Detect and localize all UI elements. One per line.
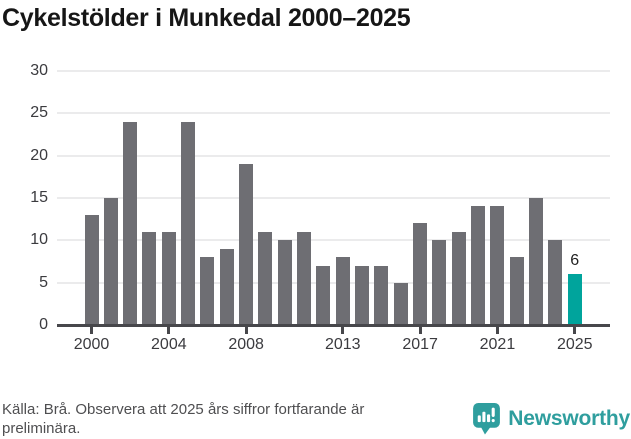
bar-chart: 0 5 10 15 20 25 30 2000 2004 2008 2013 2017 2021 2025… bbox=[30, 62, 610, 353]
x-tick-label: 2013 bbox=[324, 336, 361, 353]
gridline bbox=[57, 281, 610, 284]
bar bbox=[181, 121, 196, 325]
x-axis-tick bbox=[90, 327, 93, 334]
bar bbox=[451, 231, 466, 325]
bar bbox=[161, 231, 176, 325]
x-tick-label: 2000 bbox=[73, 336, 110, 353]
bar bbox=[239, 164, 254, 325]
chart-title: Cykelstölder i Munkedal 2000–2025 bbox=[2, 4, 411, 32]
bar bbox=[529, 198, 544, 325]
bar bbox=[84, 214, 99, 325]
bar bbox=[548, 240, 563, 325]
x-axis-tick bbox=[244, 327, 248, 334]
y-tick-label: 25 bbox=[30, 104, 48, 122]
bar-value-label: 6 bbox=[570, 252, 580, 270]
bar bbox=[335, 257, 350, 325]
brand-name: Newsworthy bbox=[508, 406, 630, 430]
y-tick-label: 10 bbox=[30, 231, 48, 249]
bar bbox=[103, 198, 118, 325]
y-tick-label: 30 bbox=[30, 62, 48, 79]
y-tick-label: 0 bbox=[39, 316, 48, 333]
x-axis-tick bbox=[341, 327, 345, 334]
x-axis-tick bbox=[495, 327, 499, 334]
gridline bbox=[57, 239, 610, 242]
newsworthy-speech-bubble-chart-icon bbox=[473, 403, 501, 435]
bar bbox=[219, 248, 234, 325]
bar bbox=[123, 121, 138, 325]
bar bbox=[258, 231, 273, 325]
gridline bbox=[57, 112, 610, 115]
bar bbox=[509, 257, 524, 325]
gridline bbox=[57, 70, 610, 72]
bar bbox=[471, 206, 486, 325]
bar bbox=[142, 231, 157, 325]
bar bbox=[432, 240, 447, 325]
x-axis-tick bbox=[573, 327, 577, 334]
x-tick-label: 2021 bbox=[479, 336, 516, 353]
y-tick-label: 5 bbox=[39, 273, 48, 291]
x-tick-label: 2004 bbox=[151, 336, 187, 353]
bar bbox=[297, 231, 312, 325]
source-note: Källa: Brå. Observera att 2025 års siffr… bbox=[2, 401, 365, 437]
bar bbox=[316, 265, 331, 325]
y-tick-label: 15 bbox=[30, 189, 48, 206]
bar bbox=[374, 265, 389, 325]
bar bbox=[413, 223, 428, 325]
bar bbox=[393, 282, 408, 325]
bar bbox=[355, 265, 370, 325]
x-tick-label: 2008 bbox=[228, 336, 264, 353]
bar bbox=[567, 274, 582, 325]
x-axis-line bbox=[57, 324, 610, 327]
x-tick-label: 2025 bbox=[556, 336, 593, 353]
y-tick-label: 20 bbox=[30, 146, 48, 164]
bar bbox=[277, 240, 292, 325]
bar bbox=[490, 206, 505, 325]
newsworthy-logo: Newsworthy bbox=[472, 402, 630, 435]
bar bbox=[200, 257, 215, 325]
gridline bbox=[57, 197, 610, 199]
x-tick-label: 2017 bbox=[402, 336, 438, 353]
x-axis-tick bbox=[167, 327, 171, 334]
gridline bbox=[57, 154, 610, 157]
x-axis-tick bbox=[418, 327, 422, 334]
